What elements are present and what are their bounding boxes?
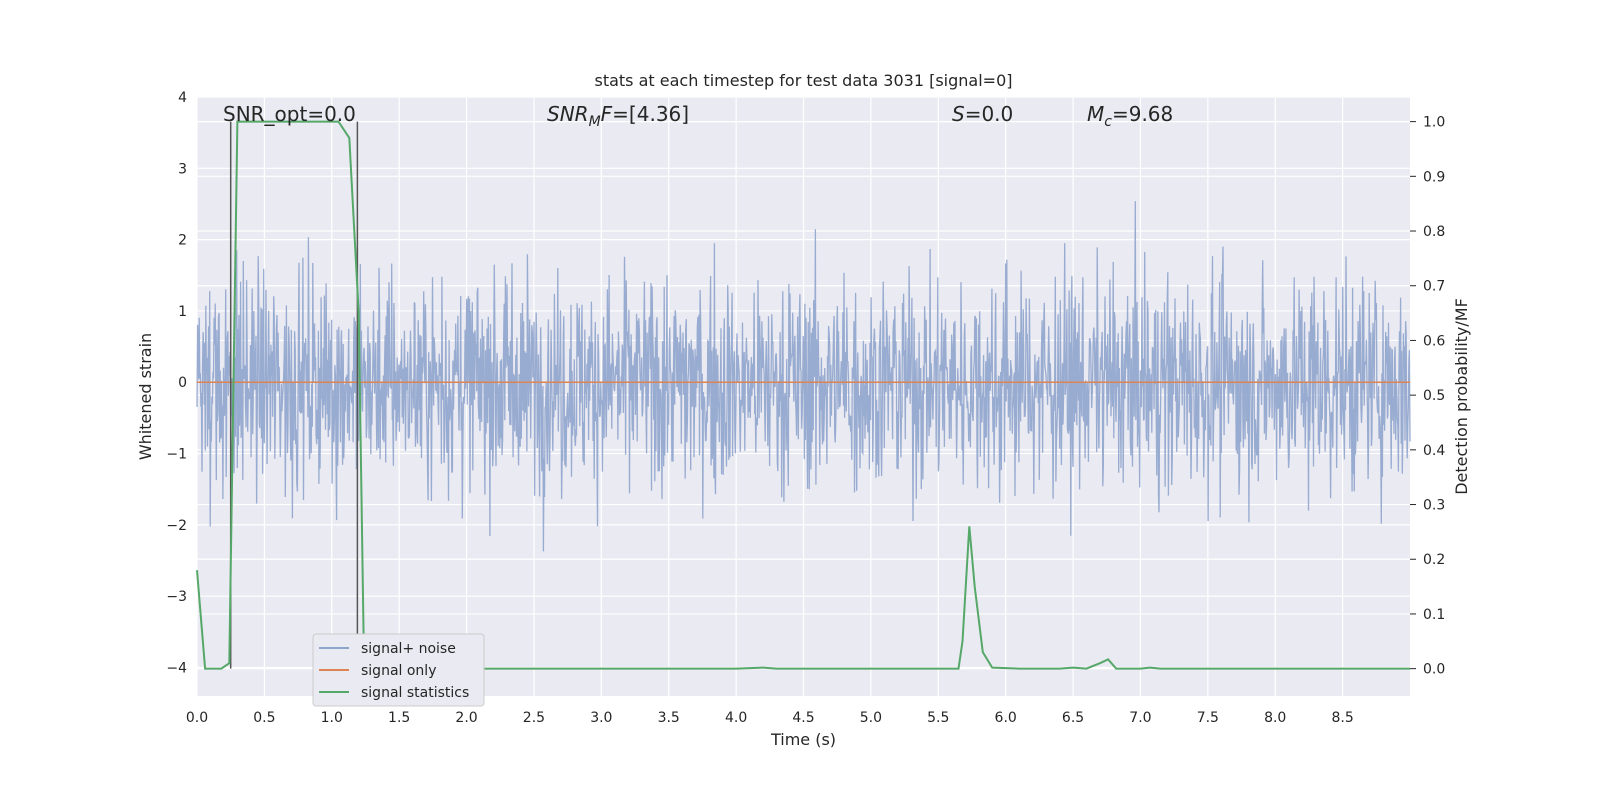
y-tick-label: 3 [178,161,187,177]
y2-tick-label: 0.4 [1423,443,1445,459]
x-tick-label: 1.5 [388,710,410,726]
legend-box [312,633,485,707]
legend-label: signal+ noise [361,641,456,657]
x-tick-label: 7.5 [1197,710,1219,726]
x-tick-label: 6.5 [1062,710,1084,726]
y2-tick-label: 0.7 [1423,279,1445,295]
y2-tick-label: 0.0 [1423,662,1445,678]
y2-tick-label: 0.6 [1423,333,1445,349]
annotation-mc-sub: c [1104,114,1112,130]
annotation-s-value: =0.0 [965,102,1014,126]
legend: signal+ noise signal only signal statistic… [312,633,485,707]
chart-title: stats at each timestep for test data 303… [594,71,1012,90]
tick-labels: 0.0 0.5 1.0 1.5 2.0 2.5 3.0 3.5 4.0 4.5 5.0 5.5 6.0 6… [166,90,1445,726]
annotation-snr-mf-suffix: =[4.36] [612,102,689,126]
annotation-s-label: S [952,102,965,126]
y-axis-label: Whitened strain [136,333,155,460]
x-tick-label: 8.0 [1264,710,1286,726]
annotation-mc-label: M [1087,102,1104,126]
series-signal-statistics [196,120,1410,670]
x-tick-label: 2.0 [455,710,477,726]
y-tick-label: −2 [166,518,187,534]
y-tick-label: −3 [166,589,187,605]
x-tick-label: 5.5 [927,710,949,726]
x-tick-label: 2.5 [523,710,545,726]
x-tick-label: 6.0 [995,710,1017,726]
annotation-snr-mf-prefix: SNR [547,102,589,126]
y-tick-label: 4 [178,90,187,106]
legend-label: signal only [361,663,436,679]
annotations: SNR_opt=0.0 SNRMF=[4.36] S=0.0 Mc=9.68 [223,102,1173,130]
annotation-mc: Mc=9.68 [1087,102,1173,130]
x-tick-label: 3.0 [590,710,612,726]
y-tick-label: −4 [166,660,187,676]
signal-noise-line [196,201,1411,552]
y2-tick-label: 0.9 [1423,169,1445,185]
y-tick-label: 2 [178,233,187,249]
y2-tick-label: 0.3 [1423,498,1445,514]
annotation-snr-mf: SNRMF=[4.36] [547,102,689,130]
x-tick-label: 4.0 [725,710,747,726]
y2-tick-label: 0.1 [1423,607,1445,623]
y2-axis-label: Detection probability/MF [1452,298,1471,495]
annotation-snr-mf-sub: M [589,114,601,130]
y2-tick-label: 1.0 [1423,115,1445,131]
annotation-snr-mf-suffix-f: F [601,102,613,126]
y2-tick-label: 0.2 [1423,552,1445,568]
x-tick-label: 5.0 [860,710,882,726]
x-tick-label: 0.5 [253,710,275,726]
x-tick-label: 4.5 [792,710,814,726]
x-tick-label: 8.5 [1331,710,1353,726]
y-tick-label: 1 [178,304,187,320]
y2-tick-label: 0.5 [1423,388,1445,404]
x-tick-label: 7.0 [1129,710,1151,726]
signal-statistics-line [196,120,1410,670]
y-tick-label: −1 [166,447,187,463]
y-tick-label: 0 [178,375,187,391]
legend-label: signal statistics [361,685,469,701]
x-tick-label: 0.0 [186,710,208,726]
x-axis-label: Time (s) [770,730,836,749]
annotation-s: S=0.0 [952,102,1013,126]
x-tick-label: 3.5 [658,710,680,726]
x-tick-label: 1.0 [321,710,343,726]
annotation-snr-opt: SNR_opt=0.0 [223,102,356,126]
annotation-mc-value: =9.68 [1112,102,1173,126]
y2-tick-label: 0.8 [1423,224,1445,240]
series-signal-noise [196,201,1411,552]
